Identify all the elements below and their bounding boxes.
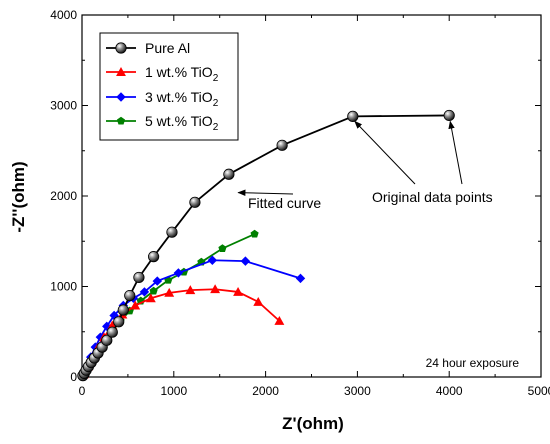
original-data-arrow bbox=[448, 120, 463, 185]
legend-marker bbox=[116, 116, 126, 125]
data-point bbox=[443, 109, 455, 122]
series-sphere bbox=[77, 109, 455, 382]
original-data-label: Original data points bbox=[372, 189, 493, 205]
series-layer bbox=[77, 109, 455, 382]
y-tick-label: 2000 bbox=[50, 189, 77, 203]
legend-marker bbox=[116, 67, 126, 76]
legend: Pure Al 1 wt.% TiO2 3 wt.% TiO2 5 wt.% TiO2 bbox=[99, 32, 239, 141]
original-data-arrow bbox=[354, 120, 416, 185]
data-point bbox=[145, 293, 156, 303]
data-point bbox=[223, 168, 235, 180]
series-diamond bbox=[79, 255, 306, 379]
series-line bbox=[82, 233, 255, 376]
data-point bbox=[149, 286, 158, 295]
legend-label: Pure Al bbox=[145, 40, 190, 56]
y-axis-title: -Z''(ohm) bbox=[9, 161, 28, 232]
series-pentagon bbox=[79, 229, 259, 379]
data-point bbox=[210, 284, 221, 294]
y-tick-label: 4000 bbox=[50, 8, 77, 22]
data-point bbox=[218, 244, 227, 252]
data-point bbox=[274, 315, 285, 325]
data-point bbox=[152, 276, 163, 286]
x-tick-label: 1000 bbox=[160, 384, 187, 398]
data-point bbox=[113, 316, 125, 328]
data-point bbox=[250, 229, 259, 238]
data-point bbox=[276, 139, 288, 151]
data-point bbox=[130, 300, 141, 310]
fitted-curve-label: Fitted curve bbox=[248, 195, 321, 211]
data-point bbox=[207, 255, 218, 265]
data-point bbox=[139, 287, 150, 297]
x-tick-label: 0 bbox=[79, 384, 86, 398]
annotation-layer: Fitted curve Original data points bbox=[237, 120, 493, 211]
legend-marker bbox=[116, 92, 126, 102]
legend-entry: 3 wt.% TiO2 bbox=[106, 89, 219, 109]
y-tick-label: 3000 bbox=[50, 99, 77, 113]
data-point bbox=[133, 271, 145, 284]
x-tick-label: 2000 bbox=[252, 384, 279, 398]
legend-label: 1 wt.% TiO2 bbox=[145, 64, 219, 84]
y-tick-label: 1000 bbox=[50, 280, 77, 294]
legend-marker bbox=[115, 42, 127, 54]
data-point bbox=[90, 342, 101, 352]
data-point bbox=[173, 268, 184, 278]
data-point bbox=[253, 296, 264, 306]
data-point bbox=[101, 334, 113, 346]
data-point bbox=[117, 304, 129, 316]
fitted-curve-arrow bbox=[237, 189, 294, 196]
data-point bbox=[189, 196, 201, 208]
x-tick-label: 4000 bbox=[436, 384, 463, 398]
data-point bbox=[295, 273, 306, 284]
series-line bbox=[82, 114, 450, 377]
legend-entry: 1 wt.% TiO2 bbox=[106, 64, 219, 84]
data-point bbox=[106, 326, 118, 338]
exposure-note: 24 hour exposure bbox=[426, 356, 520, 370]
data-point bbox=[109, 310, 119, 321]
data-point bbox=[240, 256, 251, 266]
data-point bbox=[233, 286, 244, 296]
legend-entry: Pure Al bbox=[106, 40, 190, 56]
legend-entry: 5 wt.% TiO2 bbox=[106, 113, 219, 133]
legend-label: 3 wt.% TiO2 bbox=[145, 89, 219, 109]
x-axis-title: Z'(ohm) bbox=[282, 414, 344, 433]
x-tick-label: 3000 bbox=[344, 384, 371, 398]
legend-label: 5 wt.% TiO2 bbox=[145, 113, 219, 133]
data-point bbox=[148, 251, 160, 263]
data-point bbox=[347, 110, 359, 122]
data-point bbox=[164, 287, 175, 297]
y-tick-label: 0 bbox=[70, 370, 77, 384]
data-point bbox=[124, 289, 136, 302]
data-point bbox=[185, 285, 196, 295]
data-point bbox=[166, 226, 178, 238]
